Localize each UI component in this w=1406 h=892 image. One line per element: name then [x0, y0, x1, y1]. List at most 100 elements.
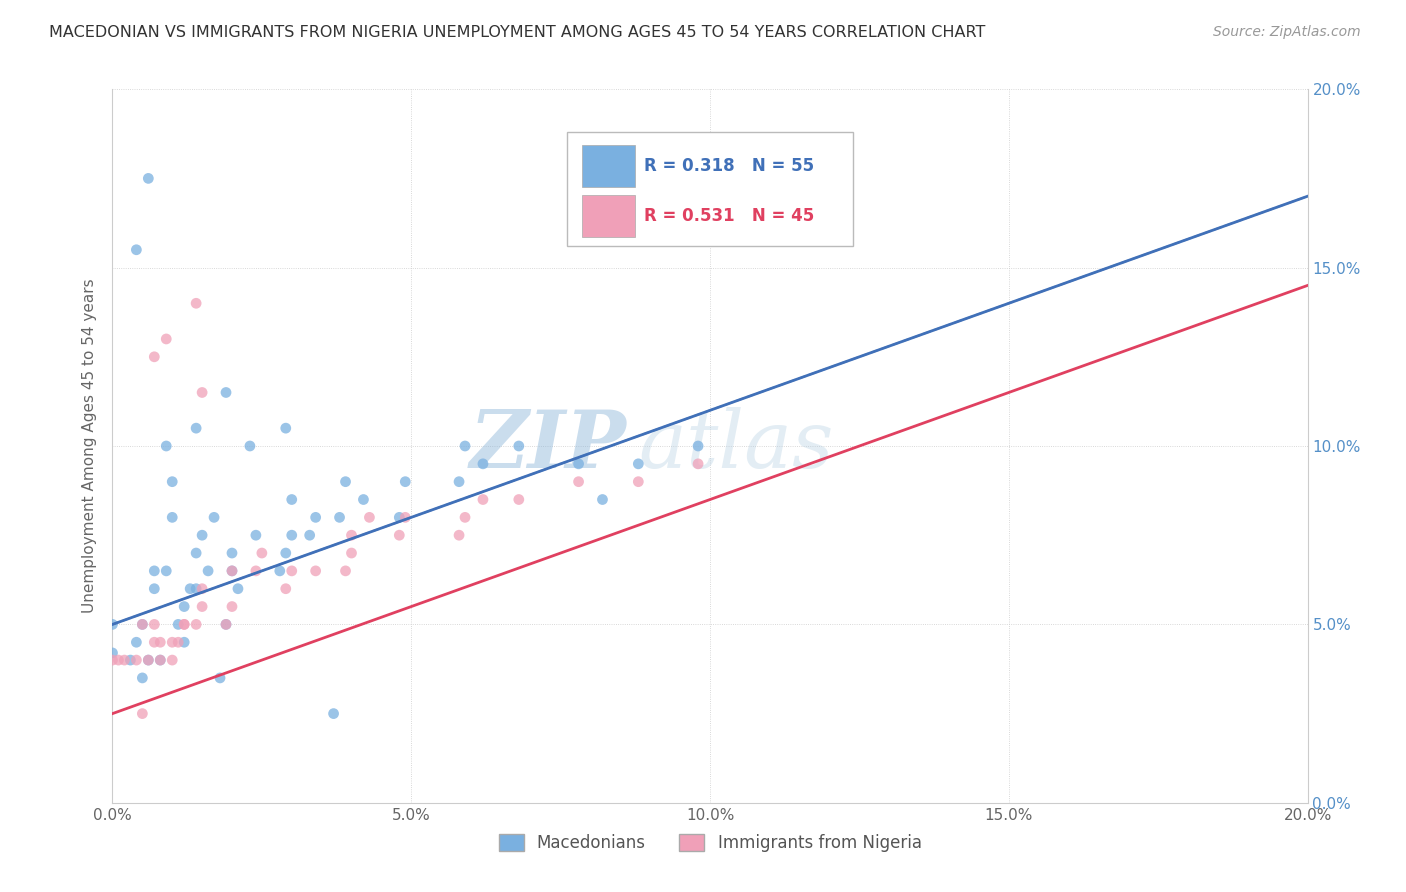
Point	[215, 385, 238, 400]
Point	[688, 457, 710, 471]
Point	[114, 653, 135, 667]
Point	[340, 528, 363, 542]
Point	[298, 528, 321, 542]
Point	[173, 635, 195, 649]
Point	[274, 421, 297, 435]
Point	[209, 671, 232, 685]
Text: ZIP: ZIP	[470, 408, 627, 484]
Point	[239, 439, 262, 453]
Point	[191, 385, 214, 400]
Point	[394, 510, 416, 524]
Point	[149, 653, 172, 667]
Point	[1069, 64, 1091, 78]
Point	[173, 617, 195, 632]
Point	[186, 582, 208, 596]
Point	[125, 653, 148, 667]
Point	[173, 617, 195, 632]
Point	[221, 564, 243, 578]
Point	[191, 599, 214, 614]
Point	[592, 492, 614, 507]
Point	[125, 243, 148, 257]
FancyBboxPatch shape	[582, 145, 634, 187]
Point	[449, 475, 471, 489]
Text: atlas: atlas	[638, 408, 834, 484]
Point	[143, 564, 166, 578]
Point	[472, 457, 495, 471]
Point	[329, 510, 352, 524]
Point	[305, 564, 328, 578]
Point	[627, 475, 650, 489]
Point	[394, 475, 416, 489]
Point	[125, 635, 148, 649]
Point	[340, 546, 363, 560]
Point	[179, 582, 201, 596]
Point	[138, 171, 160, 186]
Point	[627, 457, 650, 471]
Point	[388, 528, 411, 542]
Point	[131, 617, 153, 632]
Point	[167, 617, 190, 632]
Point	[274, 546, 297, 560]
Point	[143, 635, 166, 649]
Point	[131, 617, 153, 632]
Point	[568, 457, 591, 471]
Point	[281, 492, 304, 507]
Point	[305, 510, 328, 524]
Text: MACEDONIAN VS IMMIGRANTS FROM NIGERIA UNEMPLOYMENT AMONG AGES 45 TO 54 YEARS COR: MACEDONIAN VS IMMIGRANTS FROM NIGERIA UN…	[49, 25, 986, 40]
Point	[335, 564, 357, 578]
Point	[143, 617, 166, 632]
Point	[202, 510, 225, 524]
Point	[167, 635, 190, 649]
Point	[138, 653, 160, 667]
Point	[245, 564, 267, 578]
Point	[221, 599, 243, 614]
Point	[149, 653, 172, 667]
Point	[281, 564, 304, 578]
Point	[143, 350, 166, 364]
Point	[191, 582, 214, 596]
Point	[269, 564, 291, 578]
Point	[107, 653, 129, 667]
Point	[173, 599, 195, 614]
Point	[155, 439, 177, 453]
Point	[454, 510, 477, 524]
Point	[221, 546, 243, 560]
Point	[131, 706, 153, 721]
Legend: Macedonians, Immigrants from Nigeria: Macedonians, Immigrants from Nigeria	[492, 827, 928, 859]
Point	[162, 635, 183, 649]
FancyBboxPatch shape	[582, 194, 634, 237]
Point	[508, 439, 530, 453]
Point	[149, 635, 172, 649]
Point	[186, 617, 208, 632]
Point	[472, 492, 495, 507]
Point	[120, 653, 142, 667]
Point	[155, 332, 177, 346]
Point	[359, 510, 381, 524]
Point	[197, 564, 219, 578]
Text: Source: ZipAtlas.com: Source: ZipAtlas.com	[1213, 25, 1361, 39]
Point	[215, 617, 238, 632]
Point	[186, 296, 208, 310]
Point	[221, 564, 243, 578]
Point	[162, 475, 183, 489]
Text: R = 0.531   N = 45: R = 0.531 N = 45	[644, 207, 814, 225]
Point	[191, 528, 214, 542]
Point	[101, 653, 124, 667]
Point	[508, 492, 530, 507]
Point	[186, 546, 208, 560]
Point	[138, 653, 160, 667]
Point	[388, 510, 411, 524]
Point	[162, 510, 183, 524]
Point	[186, 421, 208, 435]
Point	[274, 582, 297, 596]
Point	[101, 646, 124, 660]
Y-axis label: Unemployment Among Ages 45 to 54 years: Unemployment Among Ages 45 to 54 years	[82, 278, 97, 614]
Point	[449, 528, 471, 542]
Point	[568, 475, 591, 489]
Point	[335, 475, 357, 489]
Point	[143, 582, 166, 596]
Point	[688, 439, 710, 453]
Point	[245, 528, 267, 542]
Point	[353, 492, 375, 507]
Point	[131, 671, 153, 685]
